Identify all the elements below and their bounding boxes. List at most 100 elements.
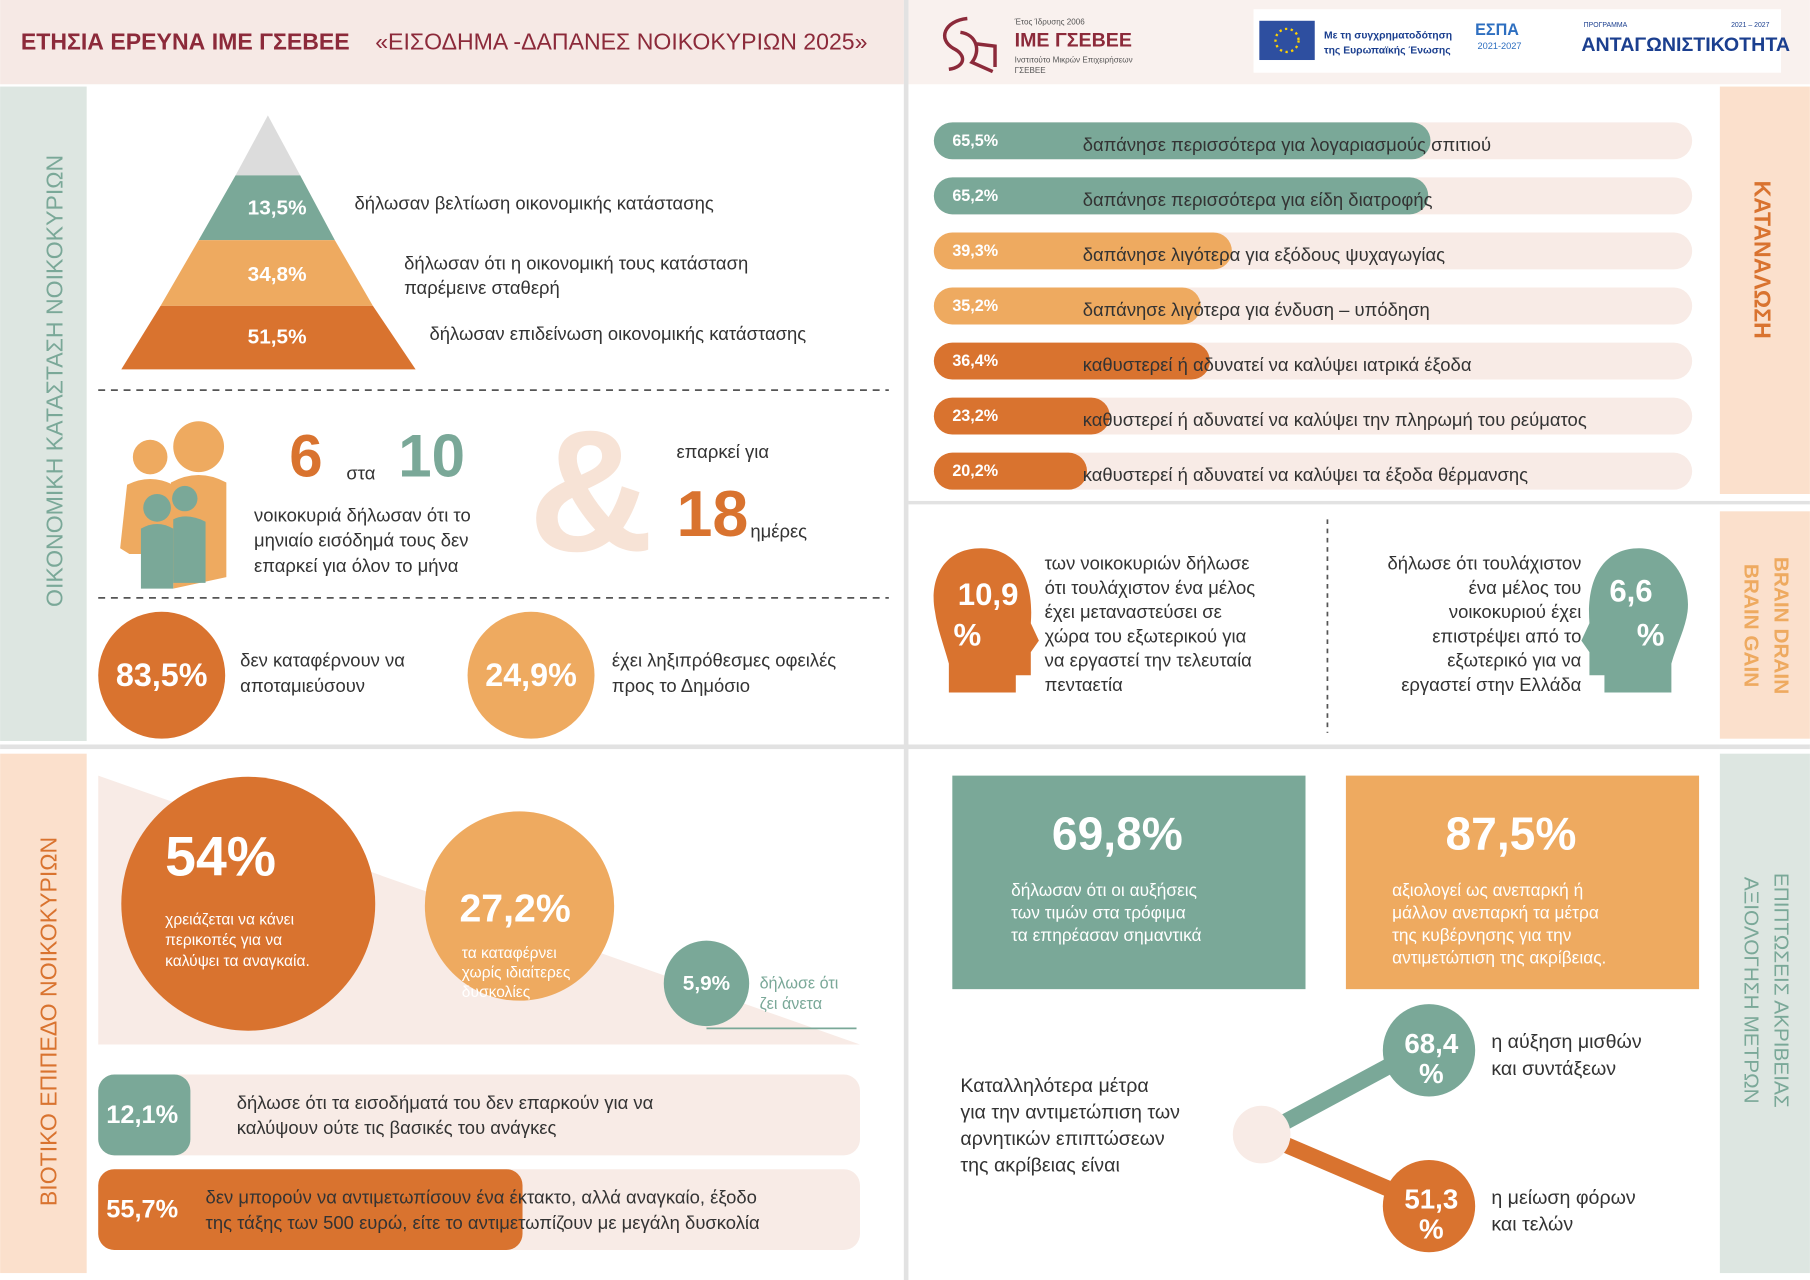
stat-card	[952, 775, 1306, 990]
stat-value: 24,9%	[485, 657, 577, 693]
pyramid-value: 51,5%	[248, 326, 307, 349]
measure-circle	[1382, 1159, 1476, 1253]
stat-circle	[663, 940, 750, 1027]
pyramid-tier	[121, 305, 416, 370]
option-text: και συντάξεων	[1491, 1058, 1616, 1080]
stat-card	[1345, 775, 1700, 990]
migration-text: έχει μεταναστεύσει σε	[1045, 601, 1222, 622]
stat-text: αποταμιεύσουν	[240, 675, 365, 696]
pyramid-text: δήλωσαν βελτίωση οικονομικής κατάστασης	[354, 193, 713, 214]
stat-text: έχει ληξιπρόθεσμες οφειλές	[612, 650, 836, 671]
program: ΑΝΤΑΓΩΝΙΣΤΙΚΟΤΗΤΑ	[1581, 34, 1790, 56]
head-value: 6,6	[1609, 573, 1652, 608]
head-value: 10,9	[958, 577, 1019, 612]
stat-value: 54%	[165, 825, 276, 887]
stat-text: ζει άνετα	[760, 995, 822, 1013]
pyramid-value: 13,5%	[248, 196, 307, 219]
card-value: 69,8%	[1052, 807, 1183, 859]
bar-track	[98, 1074, 860, 1156]
pyramid-tier	[198, 175, 335, 241]
section-strip	[0, 753, 87, 1274]
bar-text: καθυστερεί ή αδυνατεί να καλύψει την πλη…	[1083, 409, 1587, 430]
bar-text: δεν μπορούν να αντιμετωπίσουν ένα έκτακτ…	[206, 1186, 757, 1207]
section-label: ΟΙΚΟΝΟΜΙΚΗ ΚΑΤΑΣΤΑΣΗ ΝΟΙΚΟΚΥΡΙΩΝ	[41, 155, 67, 607]
income-text: νοικοκυριά δήλωσαν ότι το	[254, 504, 471, 525]
card-text: των τιμών στα τρόφιμα	[1011, 902, 1186, 922]
bar	[98, 1074, 191, 1156]
section-strip	[1719, 86, 1810, 494]
bar	[933, 452, 1088, 490]
bar-text: δαπάνησε περισσότερα για είδη διατροφής	[1083, 189, 1433, 210]
migration-text: πενταετία	[1045, 674, 1123, 695]
bar	[933, 287, 1201, 325]
bar	[933, 177, 1429, 215]
stat-value: 83,5%	[116, 657, 208, 693]
migration-text: επιστρέψει από το	[1432, 625, 1581, 646]
head-value: %	[953, 617, 981, 652]
bar-label: 35,2%	[952, 297, 998, 315]
head-icon	[1581, 548, 1688, 693]
espa-years: 2021-2027	[1477, 41, 1521, 51]
divider	[903, 0, 909, 1280]
logo-icon	[942, 16, 997, 74]
head-value: %	[1637, 617, 1665, 652]
program-label: ΠΡΟΓΡΑΜΜΑ	[1584, 22, 1628, 29]
bar-text: δαπάνησε περισσότερα για λογαριασμούς σπ…	[1083, 134, 1491, 155]
bar-text: καλύψουν ούτε τις βασικές του ανάγκες	[237, 1117, 557, 1138]
bar-track	[933, 397, 1693, 435]
header-left-bg	[0, 0, 904, 85]
section-label: ΑΞΙΟΛΟΓΗΣΗ ΜΕΤΡΩΝ	[1740, 877, 1763, 1104]
stat-text: τα καταφέρνει	[462, 945, 557, 962]
ampersand: &	[529, 394, 654, 588]
pyramid-text: δήλωσαν επιδείνωση οικονομικής κατάσταση…	[429, 323, 806, 344]
income-days-unit: ημέρες	[750, 520, 807, 541]
card-text: τα επηρέασαν σημαντικά	[1011, 925, 1201, 945]
eu-stars	[1274, 27, 1300, 54]
option-text: η αύξηση μισθών	[1491, 1031, 1642, 1053]
bar-text: καθυστερεί ή αδυνατεί να καλύψει ιατρικά…	[1083, 354, 1472, 375]
logo-since: Έτος Ίδρυσης 2006	[1014, 17, 1086, 26]
migration-text: δήλωσε ότι τουλάχιστον	[1388, 553, 1582, 574]
stat-circle	[424, 811, 615, 1001]
card-value: 87,5%	[1446, 807, 1577, 859]
bar-label: 65,5%	[952, 132, 998, 150]
migration-text: νοικοκυριού έχει	[1449, 601, 1582, 622]
section-label: BRAIN GAIN	[1740, 564, 1763, 687]
question-text: της ακρίβειας είναι	[960, 1155, 1119, 1177]
income-text: επαρκεί για όλον το μήνα	[254, 555, 459, 576]
sponsor-box	[1253, 9, 1782, 73]
bar	[98, 1169, 523, 1250]
big-number: 6	[289, 422, 322, 489]
section-strip	[0, 86, 87, 741]
eu-flag	[1259, 20, 1315, 61]
question-text: αρνητικών επιπτώσεων	[960, 1128, 1165, 1150]
bar-label: 55,7%	[106, 1196, 178, 1224]
stat-text: προς το Δημόσιο	[612, 675, 750, 696]
stat-text: δυσκολίες	[462, 984, 531, 1001]
bar-label: 12,1%	[106, 1101, 178, 1129]
bar-text: της τάξης των 500 ευρώ, είτε το αντιμετω…	[206, 1212, 760, 1233]
big-number: 10	[398, 422, 465, 489]
bar	[933, 232, 1232, 270]
pyramid-tier	[160, 240, 373, 306]
question-text: Καταλληλότερα μέτρα	[960, 1075, 1148, 1097]
migration-text: των νοικοκυριών δήλωσε	[1045, 553, 1250, 574]
title: ΕΤΗΣΙΑ ΕΡΕΥΝΑ ΙΜΕ ΓΣΕΒΕΕ	[21, 29, 350, 55]
stat-circle	[98, 611, 226, 739]
stat-text: χρειάζεται να κάνει	[165, 911, 294, 928]
income-text: μηνιαίο εισόδημά τους δεν	[254, 530, 468, 551]
stat-circle	[467, 611, 595, 739]
big-number: 18	[676, 477, 748, 550]
family-icon	[120, 421, 227, 589]
card-text: μάλλον ανεπαρκή τα μέτρα	[1392, 902, 1599, 922]
migration-text: χώρα του εξωτερικού για	[1045, 625, 1247, 646]
income-lasts: επαρκεί για	[676, 441, 769, 462]
divider	[0, 744, 1810, 750]
migration-text: να εργαστεί την τελευταία	[1045, 650, 1253, 671]
logo-name: ΙΜΕ ΓΣΕΒΕΕ	[1015, 29, 1132, 51]
section-label: ΕΠΙΠΤΩΣΕΙΣ ΑΚΡΙΒΕΙΑΣ	[1770, 873, 1793, 1108]
section-strip	[1719, 753, 1810, 1274]
section-label: ΚΑΤΑΝΑΛΩΣΗ	[1750, 181, 1776, 339]
option-text: η μείωση φόρων	[1491, 1187, 1636, 1209]
